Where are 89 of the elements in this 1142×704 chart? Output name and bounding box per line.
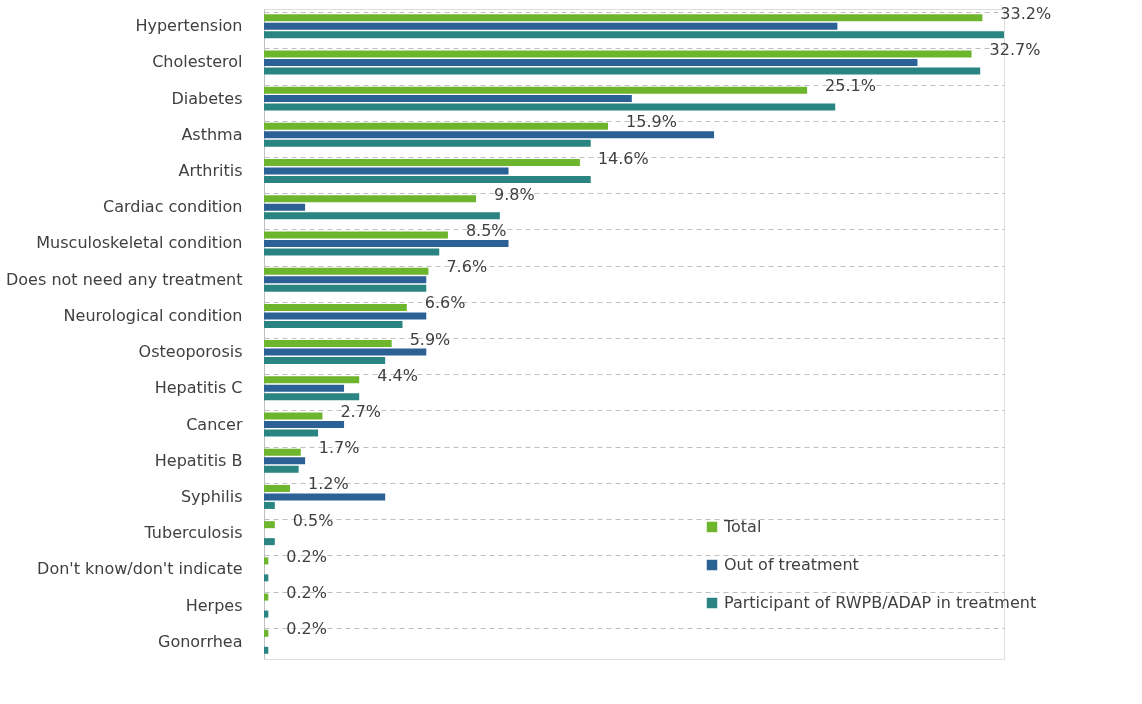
data-label: 1.2% — [307, 474, 349, 494]
data-label: 4.4% — [377, 365, 418, 385]
bar — [264, 212, 500, 220]
bar — [264, 384, 345, 392]
bar — [264, 167, 509, 175]
y-tick-label: Herpes — [185, 595, 243, 615]
bar — [264, 376, 360, 384]
bar — [264, 538, 275, 546]
y-tick-label: Diabetes — [171, 88, 243, 108]
data-label: 0.2% — [286, 546, 327, 566]
y-tick-label: Musculoskeletal condition — [36, 233, 243, 253]
y-tick-label: Tuberculosis — [143, 523, 243, 543]
legend-label: Total — [723, 517, 762, 536]
bar — [264, 231, 448, 239]
y-tick-label: Hepatitis C — [154, 378, 243, 398]
bar — [264, 357, 386, 365]
bar — [264, 267, 429, 275]
data-label: 5.9% — [409, 329, 451, 349]
data-label: 0.2% — [286, 619, 327, 639]
bar — [264, 95, 632, 103]
bar — [264, 203, 306, 211]
y-tick-label: Does not need any treatment — [6, 269, 243, 289]
data-label: 14.6% — [597, 148, 649, 168]
bar — [264, 50, 972, 58]
data-label: 6.6% — [424, 293, 466, 313]
bar — [264, 239, 509, 247]
bar — [264, 159, 580, 167]
y-tick-label: Cardiac condition — [102, 197, 243, 217]
bar — [264, 457, 306, 465]
bar — [264, 557, 269, 565]
bar — [264, 176, 591, 184]
y-tick-label: Syphilis — [180, 486, 243, 506]
data-label: 32.7% — [989, 39, 1041, 59]
data-label: 9.8% — [494, 184, 535, 204]
data-label: 1.7% — [318, 438, 360, 458]
bar — [264, 646, 269, 654]
bar — [264, 340, 392, 348]
bar — [264, 248, 440, 256]
bar — [264, 465, 299, 473]
bar — [264, 303, 407, 311]
bar — [264, 493, 386, 501]
y-tick-label: Cholesterol — [152, 52, 243, 72]
bar — [264, 122, 609, 130]
bar — [264, 320, 403, 328]
bar — [264, 521, 275, 529]
bar — [264, 629, 269, 637]
data-label: 33.2% — [1000, 3, 1052, 23]
bar — [264, 412, 323, 420]
bar — [264, 448, 301, 456]
y-tick-label: Hypertension — [135, 16, 243, 36]
bar — [264, 67, 981, 75]
y-tick-label: Neurological condition — [63, 305, 243, 325]
bar — [264, 429, 319, 437]
bar — [264, 103, 836, 111]
data-label: 8.5% — [465, 220, 507, 240]
bar — [264, 58, 918, 66]
data-label: 25.1% — [825, 76, 876, 96]
y-tick-label: Don't know/don't indicate — [37, 559, 243, 579]
bar — [264, 131, 715, 139]
bar — [264, 393, 360, 401]
y-tick-label: Gonorrhea — [158, 631, 243, 651]
data-label: 0.5% — [292, 510, 334, 530]
y-tick-label: Hepatitis B — [154, 450, 243, 470]
bar — [264, 312, 427, 320]
bar — [264, 14, 983, 22]
data-label: 7.6% — [446, 257, 488, 277]
bar — [264, 195, 477, 203]
legend-label: Out of treatment — [724, 555, 859, 574]
legend-label: Participant of RWPB/ADAP in treatment — [724, 593, 1037, 612]
bar — [264, 86, 808, 94]
bar — [264, 139, 591, 147]
y-tick-label: Arthritis — [178, 161, 243, 181]
bar — [264, 484, 290, 492]
data-label: 15.9% — [626, 112, 677, 132]
bar — [264, 574, 269, 582]
y-tick-label: Asthma — [181, 124, 243, 144]
bar — [264, 610, 269, 618]
y-tick-label: Osteoporosis — [138, 342, 243, 362]
bar — [264, 31, 1004, 39]
bar — [264, 284, 427, 292]
bar — [264, 22, 838, 30]
bar — [264, 348, 427, 356]
bar — [264, 593, 269, 601]
bar — [264, 421, 345, 429]
y-tick-label: Cancer — [186, 414, 243, 434]
bar — [264, 501, 275, 509]
data-label: 0.2% — [286, 583, 327, 603]
data-label: 2.7% — [340, 402, 382, 422]
bar — [264, 276, 427, 284]
